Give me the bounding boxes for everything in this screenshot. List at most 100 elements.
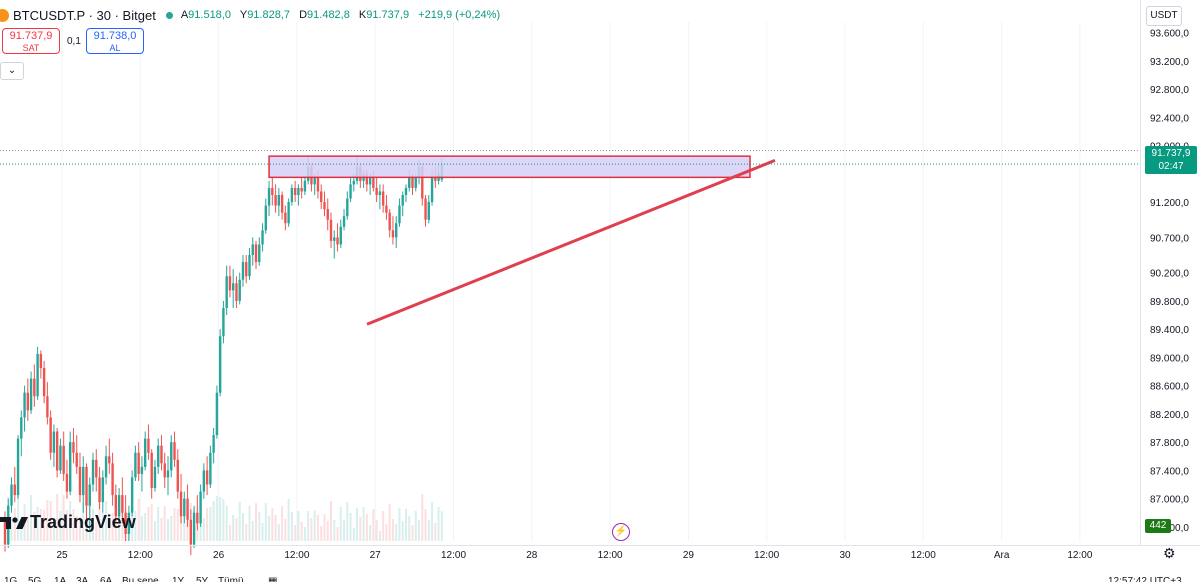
candle-body[interactable] (104, 456, 108, 478)
candle-body[interactable] (36, 353, 39, 397)
candle-body[interactable] (241, 262, 245, 280)
candle-body[interactable] (39, 353, 43, 368)
candle-body[interactable] (209, 452, 212, 485)
candle-body[interactable] (326, 209, 329, 220)
price-axis[interactable]: 93.600,093.200,092.800,092.400,092.000,0… (1150, 29, 1189, 534)
range-1d-button[interactable]: 1G (4, 576, 18, 582)
candle-body[interactable] (183, 498, 186, 517)
candle-body[interactable] (10, 484, 13, 506)
candle-body[interactable] (192, 512, 196, 545)
candle-body[interactable] (147, 438, 150, 453)
candle-body[interactable] (267, 187, 271, 206)
candle-body[interactable] (336, 237, 339, 245)
candle-body[interactable] (108, 456, 111, 464)
candle-body[interactable] (173, 442, 176, 460)
candle-body[interactable] (274, 195, 277, 206)
candle-body[interactable] (95, 459, 98, 478)
candle-body[interactable] (316, 177, 320, 192)
candle-body[interactable] (421, 166, 424, 199)
candle-body[interactable] (424, 198, 427, 220)
candle-body[interactable] (143, 438, 147, 467)
candle-body[interactable] (398, 205, 401, 224)
candle-body[interactable] (163, 463, 166, 478)
candle-body[interactable] (271, 187, 274, 195)
range-3m-button[interactable]: 3A (76, 576, 89, 582)
candle-body[interactable] (414, 177, 417, 188)
candle-body[interactable] (13, 484, 16, 496)
symbol-title[interactable]: BTCUSDT.P · 30 · Bitget (13, 7, 156, 23)
candle-body[interactable] (26, 392, 30, 411)
candle-body[interactable] (391, 230, 395, 238)
candle-body[interactable] (62, 445, 65, 474)
candle-body[interactable] (222, 307, 225, 337)
drawings[interactable] (268, 155, 776, 326)
candle-body[interactable] (290, 187, 294, 203)
candle-body[interactable] (342, 216, 346, 227)
candle-body[interactable] (179, 491, 183, 517)
candle-body[interactable] (372, 177, 375, 188)
candle-body[interactable] (238, 279, 241, 301)
candle-body[interactable] (381, 191, 385, 206)
currency-selector[interactable]: USDT (1146, 6, 1182, 26)
calendar-icon[interactable]: ▦ (268, 576, 278, 582)
candle-body[interactable] (287, 202, 290, 224)
candle-body[interactable] (3, 519, 7, 545)
candle-body[interactable] (261, 230, 264, 245)
candle-body[interactable] (411, 177, 414, 188)
candle-body[interactable] (375, 187, 378, 195)
candle-body[interactable] (69, 442, 72, 492)
candle-body[interactable] (42, 368, 46, 397)
candle-body[interactable] (427, 202, 430, 220)
candle-body[interactable] (111, 463, 114, 496)
candle-body[interactable] (176, 459, 179, 492)
candle-body[interactable] (297, 187, 300, 195)
candle-body[interactable] (245, 262, 248, 277)
candle-body[interactable] (251, 244, 254, 256)
candle-body[interactable] (65, 473, 69, 492)
chevron-down-icon[interactable]: ⌄ (0, 62, 24, 80)
gear-icon[interactable]: ⚙ (1163, 545, 1176, 561)
candle-body[interactable] (303, 180, 307, 192)
candle-body[interactable] (378, 191, 382, 195)
candle-body[interactable] (349, 184, 352, 199)
candle-body[interactable] (365, 173, 369, 185)
candle-body[interactable] (277, 195, 281, 206)
candle-body[interactable] (160, 445, 163, 464)
candle-body[interactable] (235, 283, 238, 301)
candle-body[interactable] (368, 177, 372, 185)
candle-body[interactable] (248, 255, 251, 277)
candle-body[interactable] (140, 466, 144, 474)
candle-body[interactable] (98, 477, 101, 503)
candle-body[interactable] (323, 202, 326, 210)
range-5d-button[interactable]: 5G (28, 576, 42, 582)
candle-body[interactable] (339, 226, 342, 245)
candle-body[interactable] (130, 477, 134, 513)
candle-body[interactable] (52, 431, 56, 453)
candle-body[interactable] (153, 466, 157, 489)
candle-body[interactable] (258, 244, 261, 263)
candle-body[interactable] (29, 378, 33, 411)
candle-body[interactable] (205, 470, 209, 485)
candle-body[interactable] (329, 219, 333, 241)
candle-body[interactable] (254, 244, 258, 263)
candle-body[interactable] (117, 495, 121, 517)
candle-body[interactable] (59, 445, 62, 471)
clock-readout[interactable]: 12:57:42 UTC+3 (1108, 576, 1182, 582)
candle-body[interactable] (170, 442, 173, 471)
candle-body[interactable] (82, 466, 85, 496)
candle-body[interactable] (20, 417, 23, 439)
candle-body[interactable] (166, 470, 170, 478)
candle-body[interactable] (85, 466, 88, 506)
candle-body[interactable] (23, 392, 26, 418)
candle-body[interactable] (228, 276, 232, 291)
range-5y-button[interactable]: 5Y (196, 576, 209, 582)
candle-body[interactable] (127, 512, 131, 534)
candle-body[interactable] (150, 452, 153, 489)
range-1y-button[interactable]: 1Y (172, 576, 185, 582)
candle-body[interactable] (215, 392, 219, 436)
candle-body[interactable] (352, 180, 356, 185)
candle-body[interactable] (75, 452, 78, 467)
sell-button[interactable]: 91.737,9 SAT (2, 28, 60, 54)
candle-body[interactable] (91, 459, 95, 485)
candle-body[interactable] (72, 442, 75, 453)
